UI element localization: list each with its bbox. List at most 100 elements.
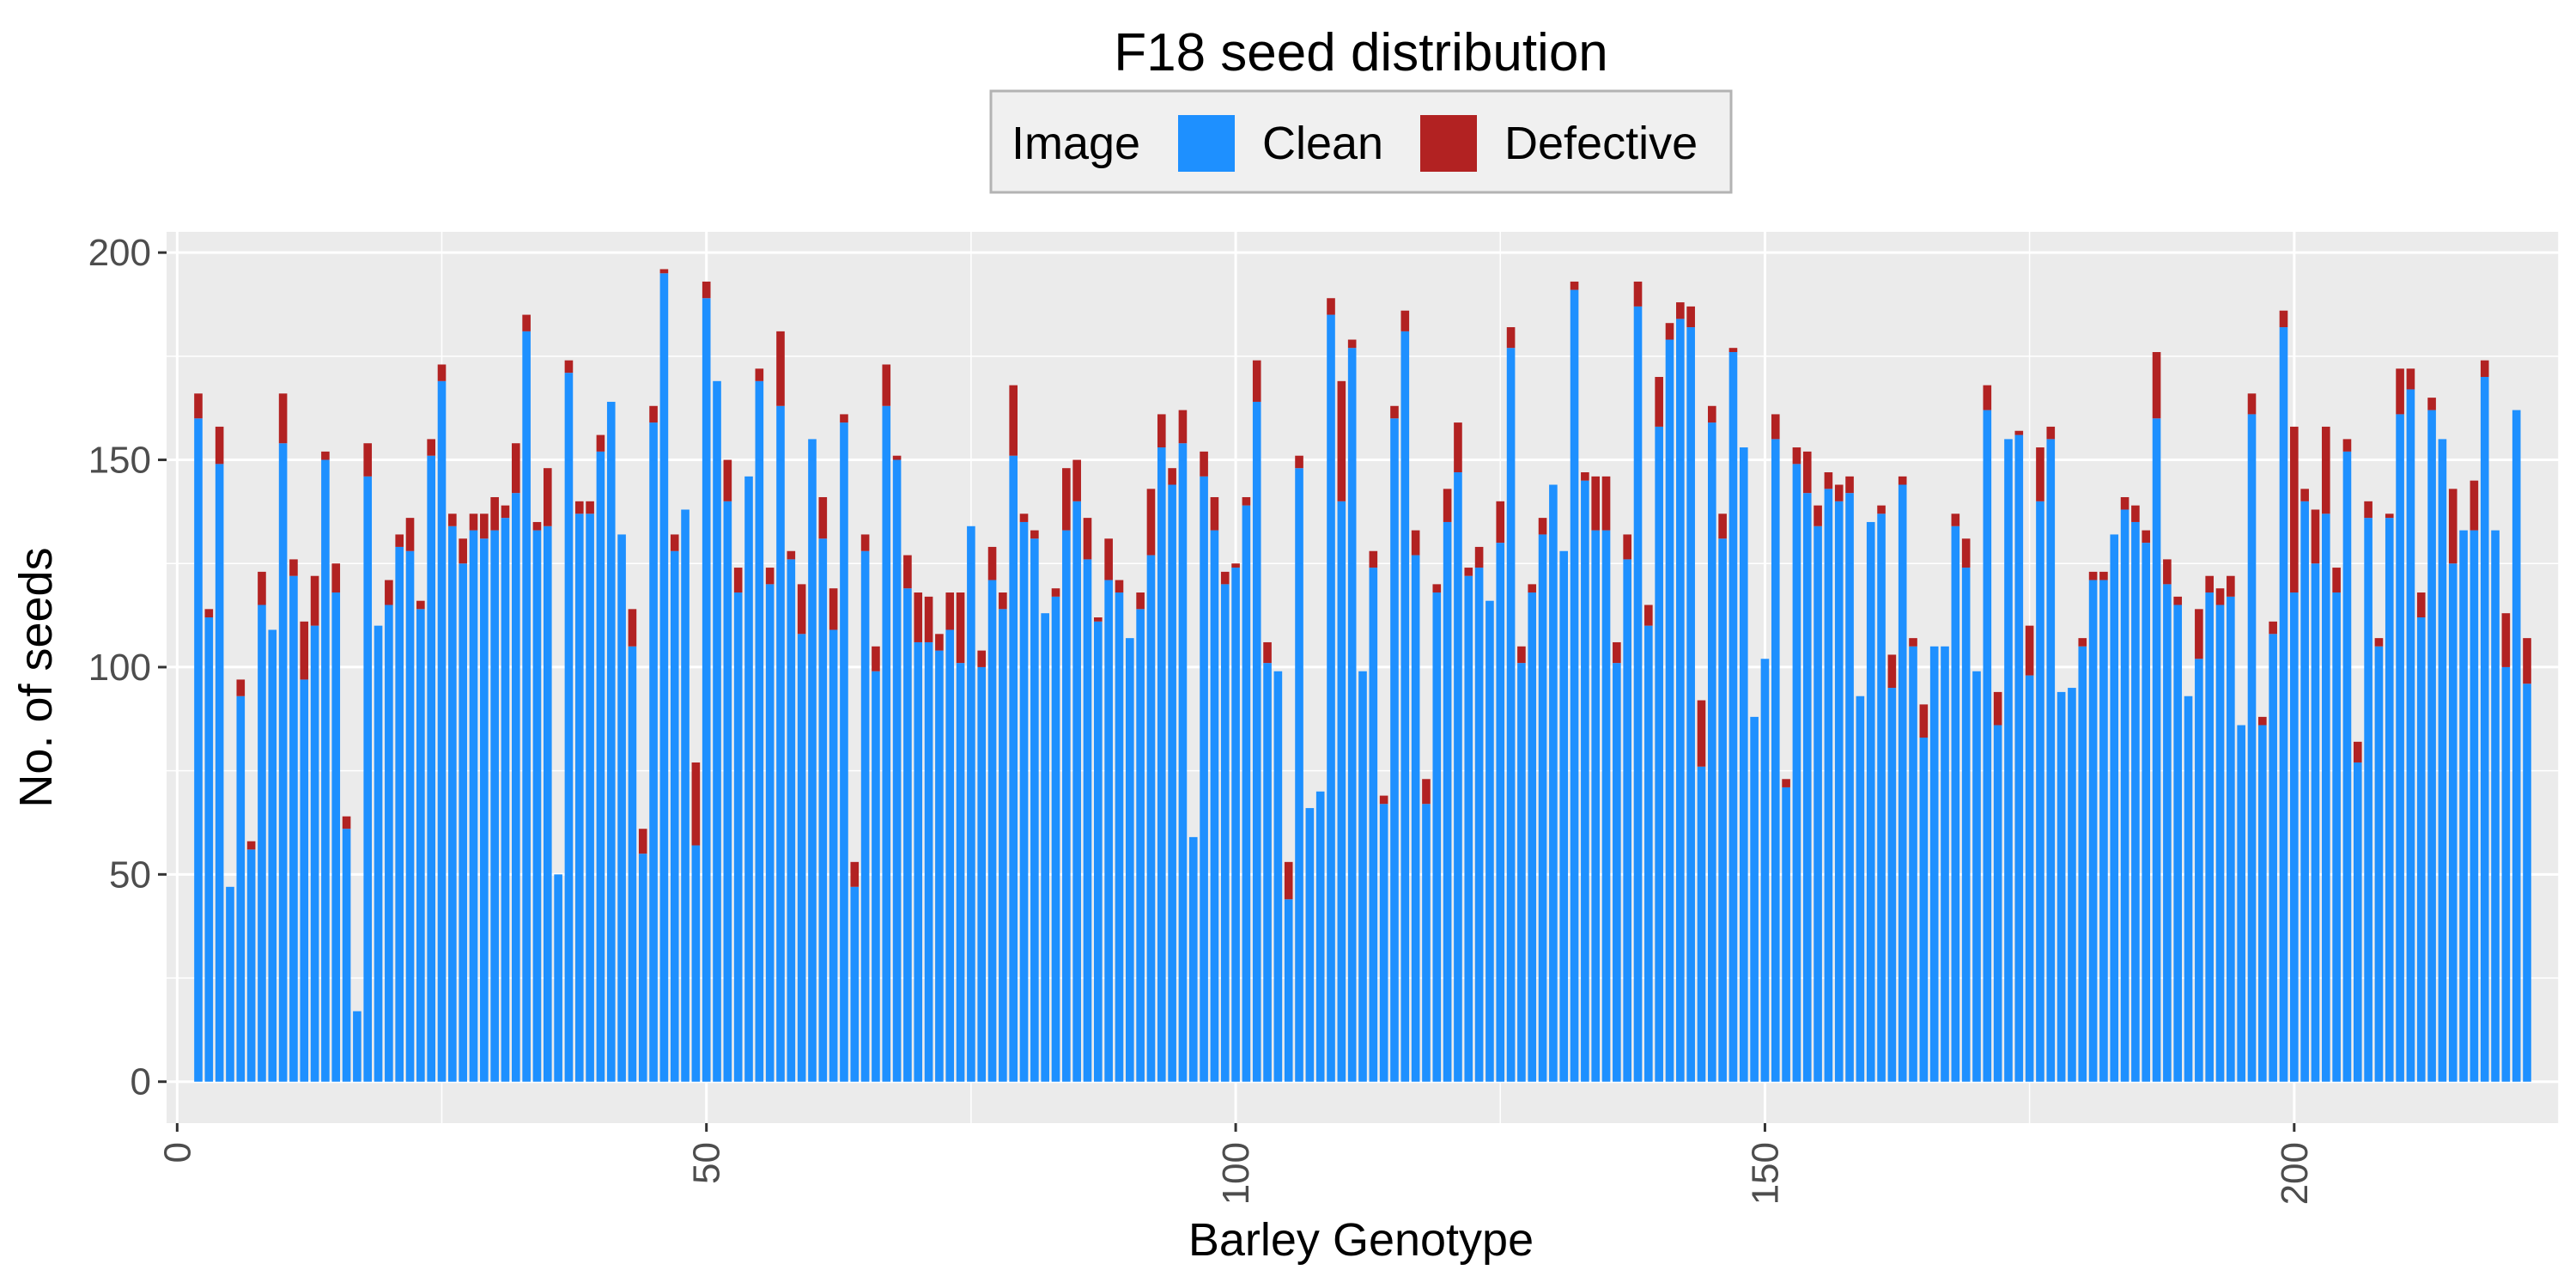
bar-clean	[787, 559, 796, 1082]
bar-clean	[829, 629, 838, 1082]
bar-defective	[1782, 779, 1790, 787]
bar-clean	[818, 538, 828, 1082]
bar-clean	[1400, 331, 1410, 1082]
bar-defective	[2258, 716, 2267, 726]
bar-clean	[628, 646, 637, 1082]
bar-clean	[2491, 530, 2500, 1082]
bar-clean	[1305, 808, 1315, 1082]
bar-defective	[469, 513, 478, 531]
bar-defective	[945, 592, 955, 630]
bar-defective	[1178, 410, 1188, 444]
bar-clean	[1824, 489, 1833, 1082]
bar-defective	[1887, 654, 1897, 689]
bar-defective	[1009, 385, 1018, 456]
bar-defective	[1834, 484, 1844, 501]
bar-clean	[606, 401, 616, 1082]
bar-clean	[2385, 518, 2394, 1082]
bar-defective	[924, 596, 933, 642]
bar-defective	[776, 331, 785, 406]
bar-clean	[723, 501, 732, 1082]
bar-clean	[638, 854, 647, 1082]
bar-defective	[733, 568, 743, 593]
bar-clean	[1284, 899, 1293, 1082]
bar-defective	[1898, 476, 1907, 485]
bar-clean	[2290, 592, 2299, 1082]
bar-clean	[987, 580, 997, 1082]
x-axis: 0 50 100 150 200	[156, 1123, 2316, 1205]
bar-defective	[1718, 513, 1727, 539]
bar-clean	[1919, 738, 1929, 1082]
bar-defective	[490, 496, 499, 531]
bar-defective	[892, 455, 902, 460]
bar-clean	[1623, 559, 1631, 1082]
bar-defective	[2290, 426, 2299, 593]
bar-defective	[1115, 580, 1124, 593]
bar-defective	[258, 571, 266, 605]
bar-defective	[2448, 489, 2458, 564]
bar-clean	[596, 451, 605, 1082]
bar-clean	[1760, 659, 1770, 1082]
bar-clean	[1273, 671, 1283, 1082]
bar-clean	[2438, 439, 2447, 1082]
bar-clean	[1411, 555, 1420, 1082]
bar-clean	[2480, 376, 2489, 1082]
bar-defective	[1019, 513, 1029, 522]
bar-clean	[1231, 568, 1240, 1082]
x-tick-label: 50	[686, 1142, 728, 1184]
bar-clean	[2046, 439, 2056, 1082]
bar-clean	[1506, 348, 1516, 1082]
bar-clean	[755, 380, 764, 1082]
bar-clean	[1983, 410, 1992, 1082]
bar-defective	[1200, 451, 1208, 477]
bar-defective	[342, 816, 351, 829]
bar-clean	[321, 459, 330, 1082]
bar-clean	[1443, 521, 1452, 1082]
bar-clean	[1358, 671, 1367, 1082]
bar-defective	[1094, 617, 1103, 622]
bar-clean	[2374, 646, 2384, 1082]
bar-clean	[469, 530, 478, 1082]
bar-clean	[1252, 401, 1261, 1082]
bar-defective	[2227, 575, 2235, 597]
bar-clean	[872, 671, 880, 1082]
bar-defective	[2396, 368, 2404, 415]
bar-clean	[2321, 513, 2330, 1082]
bar-defective	[1157, 414, 1166, 448]
bar-defective	[1263, 641, 1272, 664]
bar-clean	[1051, 596, 1060, 1082]
bar-defective	[1136, 592, 1145, 610]
bar-defective	[1877, 505, 1886, 514]
bar-defective	[1390, 405, 1399, 419]
bar-clean	[1115, 592, 1124, 1082]
bar-defective	[1824, 472, 1833, 489]
bar-defective	[2523, 638, 2531, 684]
bar-defective	[1464, 568, 1473, 576]
bar-clean	[1242, 505, 1251, 1082]
bar-clean	[2269, 634, 2277, 1082]
bar-defective	[278, 393, 288, 444]
bar-defective	[987, 546, 997, 580]
bar-clean	[2448, 563, 2458, 1082]
bar-clean	[713, 380, 721, 1082]
bar-defective	[765, 568, 775, 585]
bar-defective	[2300, 489, 2309, 501]
bar-clean	[2025, 675, 2034, 1082]
bar-clean	[967, 526, 975, 1082]
bar-clean	[564, 373, 574, 1082]
bar-clean	[808, 439, 817, 1082]
bar-defective	[501, 505, 510, 519]
bar-defective	[670, 534, 679, 551]
bar-clean	[2459, 530, 2468, 1082]
bar-clean	[1210, 530, 1219, 1082]
bar-clean	[2512, 410, 2521, 1082]
bar-defective	[1072, 459, 1081, 501]
bar-clean	[1379, 804, 1388, 1082]
bar-clean	[2364, 518, 2372, 1082]
bar-defective	[829, 588, 838, 630]
bar-clean	[2163, 584, 2172, 1082]
bar-defective	[1220, 571, 1230, 585]
bar-defective	[840, 414, 848, 423]
bar-clean	[2258, 725, 2267, 1082]
bar-clean	[2342, 451, 2352, 1082]
